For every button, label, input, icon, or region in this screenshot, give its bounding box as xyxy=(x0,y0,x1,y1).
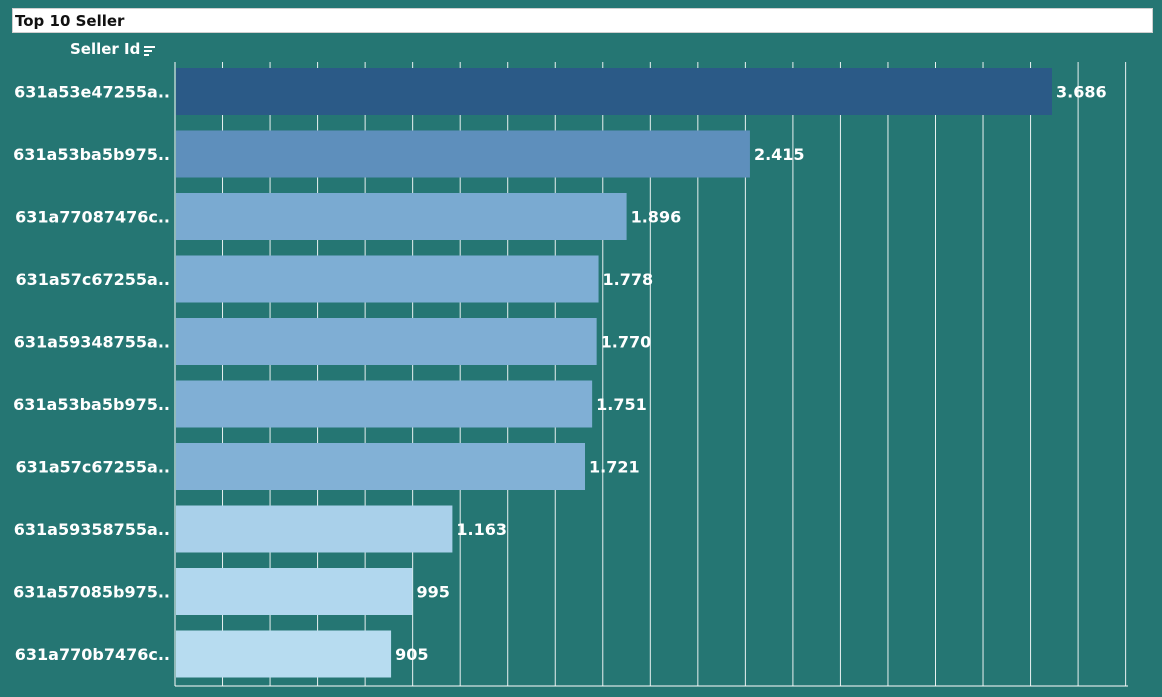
category-label: 631a770b7476c.. xyxy=(15,645,170,664)
category-label: 631a57c67255a.. xyxy=(15,270,170,289)
category-label: 631a59348755a.. xyxy=(14,333,170,352)
data-label: 1.721 xyxy=(589,458,640,477)
data-label: 3.686 xyxy=(1056,83,1107,102)
title-box: Top 10 Seller xyxy=(12,8,1153,33)
bar xyxy=(176,130,750,178)
data-label: 2.415 xyxy=(754,145,805,164)
bar xyxy=(176,505,453,553)
bar xyxy=(176,380,593,428)
data-label: 1.751 xyxy=(596,395,647,414)
category-label: 631a57c67255a.. xyxy=(15,458,170,477)
bar xyxy=(176,630,392,678)
bar xyxy=(176,193,627,240)
bar xyxy=(176,443,586,490)
category-label: 631a53ba5b975.. xyxy=(13,395,170,414)
bar xyxy=(176,68,1052,115)
bar xyxy=(176,255,599,303)
data-label: 1.896 xyxy=(631,208,682,227)
category-label: 631a53ba5b975.. xyxy=(13,145,170,164)
chart-title: Top 10 Seller xyxy=(15,12,125,30)
category-label: 631a53e47255a.. xyxy=(14,83,170,102)
category-label: 631a57085b975.. xyxy=(13,583,170,602)
category-label: 631a59358755a.. xyxy=(14,520,170,539)
category-label: 631a77087476c.. xyxy=(15,208,170,227)
data-label: 1.163 xyxy=(456,520,507,539)
data-label: 905 xyxy=(395,645,428,664)
field-header-seller-id: Seller Id xyxy=(70,40,141,58)
data-label: 1.770 xyxy=(601,333,652,352)
bar xyxy=(176,568,413,615)
data-label: 1.778 xyxy=(603,270,654,289)
bar xyxy=(176,318,597,365)
sort-descending-icon[interactable] xyxy=(144,45,155,56)
data-label: 995 xyxy=(416,583,449,602)
